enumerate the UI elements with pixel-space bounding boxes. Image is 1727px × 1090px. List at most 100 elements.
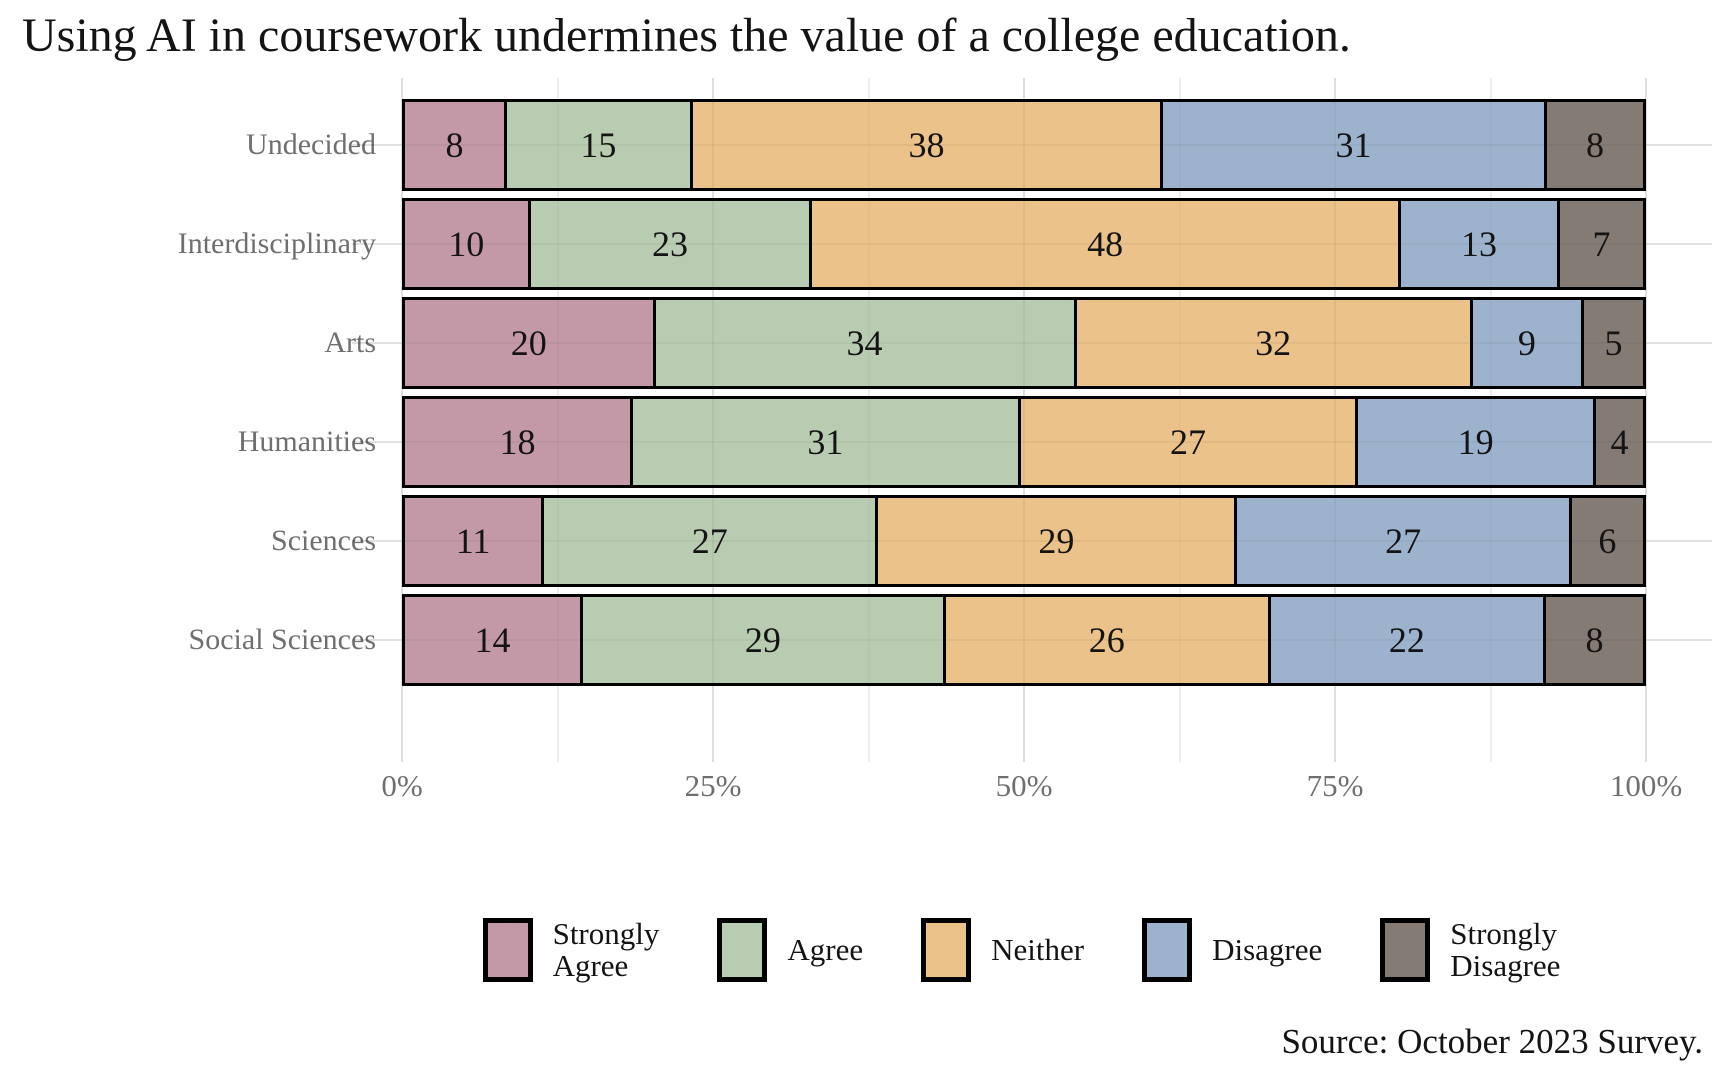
- segment-value-label: 31: [1335, 125, 1372, 165]
- legend-item: Agree: [717, 918, 863, 982]
- segment-value-label: 6: [1598, 521, 1617, 561]
- x-axis-tick-label: 0%: [381, 768, 423, 803]
- segment-value-label: 29: [1038, 521, 1075, 561]
- legend-swatch: [717, 918, 768, 982]
- bar-segment-agree: 15: [504, 102, 690, 188]
- segment-value-label: 5: [1604, 323, 1623, 363]
- category-label: Sciences: [271, 524, 376, 557]
- bar-segment-strongly-agree: 14: [405, 597, 581, 683]
- segment-value-label: 14: [474, 620, 511, 660]
- segment-value-label: 38: [908, 125, 945, 165]
- source-note: Source: October 2023 Survey.: [1281, 1022, 1703, 1061]
- segment-value-label: 15: [580, 125, 617, 165]
- segment-value-label: 8: [445, 125, 464, 165]
- bar-segment-strongly-agree: 11: [405, 498, 542, 584]
- segment-value-label: 27: [1170, 422, 1207, 462]
- bar-row: Undecided 8 15 38 31 8: [0, 99, 1727, 191]
- bar-segment-strongly-disagree: 7: [1557, 201, 1643, 287]
- legend-label: Neither: [991, 932, 1085, 968]
- category-label: Undecided: [246, 128, 376, 161]
- legend-swatch: [482, 918, 533, 982]
- segment-value-label: 8: [1585, 125, 1604, 165]
- segment-value-label: 11: [455, 521, 491, 561]
- bar-segment-strongly-agree: 18: [405, 399, 631, 485]
- legend-label: Agree: [787, 932, 864, 968]
- segment-value-label: 20: [510, 323, 547, 363]
- bar-segment-neither: 48: [809, 201, 1398, 287]
- chart-title: Using AI in coursework undermines the va…: [22, 9, 1351, 62]
- bar-row: Interdisciplinary 10 23 48 13 7: [0, 198, 1727, 290]
- legend-item: Strongly Disagree: [1380, 918, 1560, 982]
- bar-segment-strongly-disagree: 8: [1543, 102, 1643, 188]
- legend-item: Strongly Agree: [482, 916, 660, 983]
- bar-row: Arts 20 34 32 9 5: [0, 297, 1727, 389]
- segment-value-label: 4: [1610, 422, 1629, 462]
- segment-value-label: 32: [1255, 323, 1292, 363]
- x-axis-tick-label: 100%: [1609, 768, 1683, 803]
- legend-swatch: [921, 918, 972, 982]
- segment-value-label: 7: [1592, 224, 1611, 264]
- bar-segment-neither: 27: [1017, 399, 1356, 485]
- x-axis-tick-label: 25%: [684, 768, 742, 803]
- bar-segment-agree: 27: [541, 498, 876, 584]
- segment-value-label: 34: [846, 323, 883, 363]
- stacked-bar: 14 29 26 22 8: [402, 594, 1646, 686]
- bar-segment-neither: 26: [942, 597, 1268, 683]
- category-label: Arts: [324, 326, 376, 359]
- bar-segment-disagree: 13: [1397, 201, 1558, 287]
- bar-segment-strongly-disagree: 8: [1542, 597, 1643, 683]
- legend-item: Neither: [921, 918, 1084, 982]
- legend-swatch: [1142, 918, 1193, 982]
- segment-value-label: 13: [1460, 224, 1497, 264]
- bar-segment-disagree: 9: [1469, 300, 1582, 386]
- bar-segment-neither: 38: [689, 102, 1161, 188]
- segment-value-label: 27: [1385, 521, 1422, 561]
- legend-label: Strongly Disagree: [1450, 916, 1561, 983]
- segment-value-label: 23: [652, 224, 689, 264]
- bar-segment-disagree: 19: [1355, 399, 1593, 485]
- segment-value-label: 31: [807, 422, 844, 462]
- x-axis-tick-label: 50%: [995, 768, 1053, 803]
- legend: Strongly Agree Agree Neither Disagree Strongl…: [158, 918, 1727, 982]
- category-label: Interdisciplinary: [177, 227, 376, 260]
- segment-value-label: 22: [1388, 620, 1425, 660]
- bar-segment-strongly-disagree: 6: [1568, 498, 1643, 584]
- bar-segment-agree: 29: [580, 597, 943, 683]
- segment-value-label: 9: [1517, 323, 1536, 363]
- x-axis: 0% 25% 50% 75% 100%: [0, 768, 1727, 812]
- bar-row: Social Sciences 14 29 26 22 8: [0, 594, 1727, 686]
- bar-row: Sciences 11 27 29 27 6: [0, 495, 1727, 587]
- legend-swatch: [1380, 918, 1431, 982]
- bar-segment-agree: 23: [527, 201, 810, 287]
- bar-segment-agree: 31: [630, 399, 1018, 485]
- legend-item: Disagree: [1142, 918, 1322, 982]
- segment-value-label: 48: [1087, 224, 1124, 264]
- bar-segment-disagree: 31: [1160, 102, 1544, 188]
- category-label: Humanities: [237, 425, 376, 458]
- bar-segment-strongly-disagree: 4: [1592, 399, 1643, 485]
- x-axis-tick-label: 75%: [1306, 768, 1364, 803]
- bar-segment-strongly-disagree: 5: [1581, 300, 1643, 386]
- stacked-bar: 20 34 32 9 5: [402, 297, 1646, 389]
- segment-value-label: 10: [448, 224, 485, 264]
- bar-row: Humanities 18 31 27 19 4: [0, 396, 1727, 488]
- legend-label: Strongly Agree: [552, 916, 660, 983]
- stacked-bar: 18 31 27 19 4: [402, 396, 1646, 488]
- legend-label: Disagree: [1212, 932, 1323, 968]
- bar-segment-strongly-agree: 20: [405, 300, 653, 386]
- stacked-bar: 11 27 29 27 6: [402, 495, 1646, 587]
- bar-segment-strongly-agree: 8: [405, 102, 505, 188]
- category-label: Social Sciences: [188, 623, 376, 656]
- stacked-bar: 10 23 48 13 7: [402, 198, 1646, 290]
- bar-segment-agree: 34: [652, 300, 1074, 386]
- bar-segment-neither: 32: [1073, 300, 1470, 386]
- segment-value-label: 18: [499, 422, 536, 462]
- segment-value-label: 29: [744, 620, 781, 660]
- bar-segment-neither: 29: [875, 498, 1235, 584]
- stacked-bar: 8 15 38 31 8: [402, 99, 1646, 191]
- bar-segment-strongly-agree: 10: [405, 201, 528, 287]
- bar-segment-disagree: 22: [1267, 597, 1543, 683]
- segment-value-label: 27: [691, 521, 728, 561]
- segment-value-label: 8: [1585, 620, 1604, 660]
